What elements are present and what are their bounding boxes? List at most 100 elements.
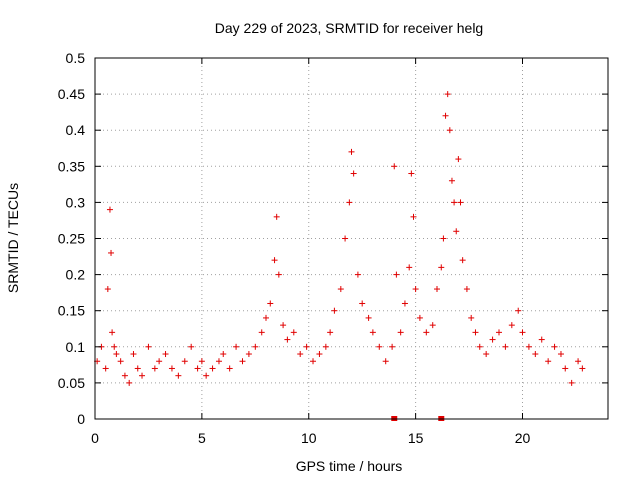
y-tick-label: 0 — [77, 411, 85, 427]
data-point — [410, 213, 417, 220]
data-point — [327, 329, 334, 336]
data-point — [508, 322, 515, 329]
y-tick-label: 0.1 — [66, 339, 86, 355]
data-point — [376, 343, 383, 350]
y-axis-ticks: 0 0.05 0.1 0.15 0.2 0.25 0.3 0.35 0.4 0.45 0.5 — [58, 50, 608, 427]
data-point — [245, 351, 252, 358]
y-tick-label: 0.25 — [58, 231, 85, 247]
data-point — [365, 314, 372, 321]
data-point — [525, 343, 532, 350]
data-point — [297, 351, 304, 358]
data-point — [416, 314, 423, 321]
data-point — [156, 358, 163, 365]
y-tick-label: 0.4 — [66, 122, 86, 138]
data-point — [121, 372, 128, 379]
y-tick-label: 0.35 — [58, 158, 85, 174]
data-point — [408, 170, 415, 177]
x-axis-label: GPS time / hours — [296, 458, 403, 474]
data-point — [444, 91, 451, 98]
data-point — [429, 322, 436, 329]
data-point — [389, 343, 396, 350]
data-point — [451, 199, 458, 206]
data-point — [532, 351, 539, 358]
y-tick-label: 0.2 — [66, 267, 86, 283]
data-point — [316, 351, 323, 358]
data-point — [382, 358, 389, 365]
data-point — [109, 329, 116, 336]
data-point — [434, 286, 440, 293]
data-point — [290, 329, 297, 336]
data-point — [209, 365, 216, 372]
data-point — [102, 365, 109, 372]
data-point — [198, 358, 205, 365]
data-point — [117, 358, 124, 365]
data-point — [468, 314, 475, 321]
data-point — [350, 170, 357, 177]
chart-title: Day 229 of 2023, SRMTID for receiver hel… — [215, 20, 483, 36]
x-tick-label: 15 — [408, 430, 424, 446]
data-point — [322, 343, 329, 350]
x-tick-label: 10 — [301, 430, 317, 446]
data-point — [502, 343, 509, 350]
data-point — [175, 372, 182, 379]
data-point — [359, 300, 366, 307]
data-point — [495, 329, 502, 336]
data-point — [239, 358, 246, 365]
data-point — [258, 329, 265, 336]
data-point — [515, 307, 522, 314]
y-tick-label: 0.05 — [58, 375, 85, 391]
data-point — [303, 343, 310, 350]
x-tick-label: 0 — [91, 430, 99, 446]
data-point — [453, 228, 460, 235]
y-tick-label: 0.5 — [66, 50, 86, 66]
data-point — [188, 343, 195, 350]
data-point — [538, 336, 545, 343]
data-point — [267, 300, 274, 307]
data-point — [346, 199, 353, 206]
data-point — [348, 148, 355, 155]
data-point — [226, 365, 233, 372]
data-point — [215, 358, 222, 365]
data-point — [252, 343, 259, 350]
data-point — [104, 286, 111, 293]
data-point — [181, 358, 188, 365]
data-point — [489, 336, 496, 343]
data-point — [284, 336, 291, 343]
data-point — [568, 379, 575, 386]
data-point — [446, 127, 453, 134]
data-point — [579, 365, 586, 372]
x-tick-label: 20 — [515, 430, 531, 446]
data-point — [233, 343, 240, 350]
data-point — [130, 351, 137, 358]
data-point — [273, 213, 280, 220]
y-tick-label: 0.15 — [58, 303, 85, 319]
data-point — [412, 286, 419, 293]
y-tick-label: 0.45 — [58, 86, 85, 102]
data-point — [406, 264, 413, 271]
data-point — [397, 329, 404, 336]
data-point — [483, 351, 490, 358]
data-point — [331, 307, 338, 314]
data-point — [203, 372, 210, 379]
data-point — [342, 235, 349, 242]
data-point — [369, 329, 376, 336]
data-point — [145, 343, 152, 350]
data-point — [139, 372, 146, 379]
data-point — [194, 365, 201, 372]
data-point — [393, 271, 400, 278]
data-point — [545, 358, 552, 365]
data-point — [113, 351, 120, 358]
data-point — [391, 163, 398, 170]
data-point — [337, 286, 344, 293]
data-point — [401, 300, 408, 307]
data-point — [463, 286, 470, 293]
data-point — [275, 271, 282, 278]
x-tick-label: 5 — [198, 430, 206, 446]
data-point — [162, 351, 169, 358]
data-point — [354, 271, 361, 278]
data-point — [551, 343, 558, 350]
data-point — [448, 177, 455, 184]
data-point — [263, 314, 269, 321]
